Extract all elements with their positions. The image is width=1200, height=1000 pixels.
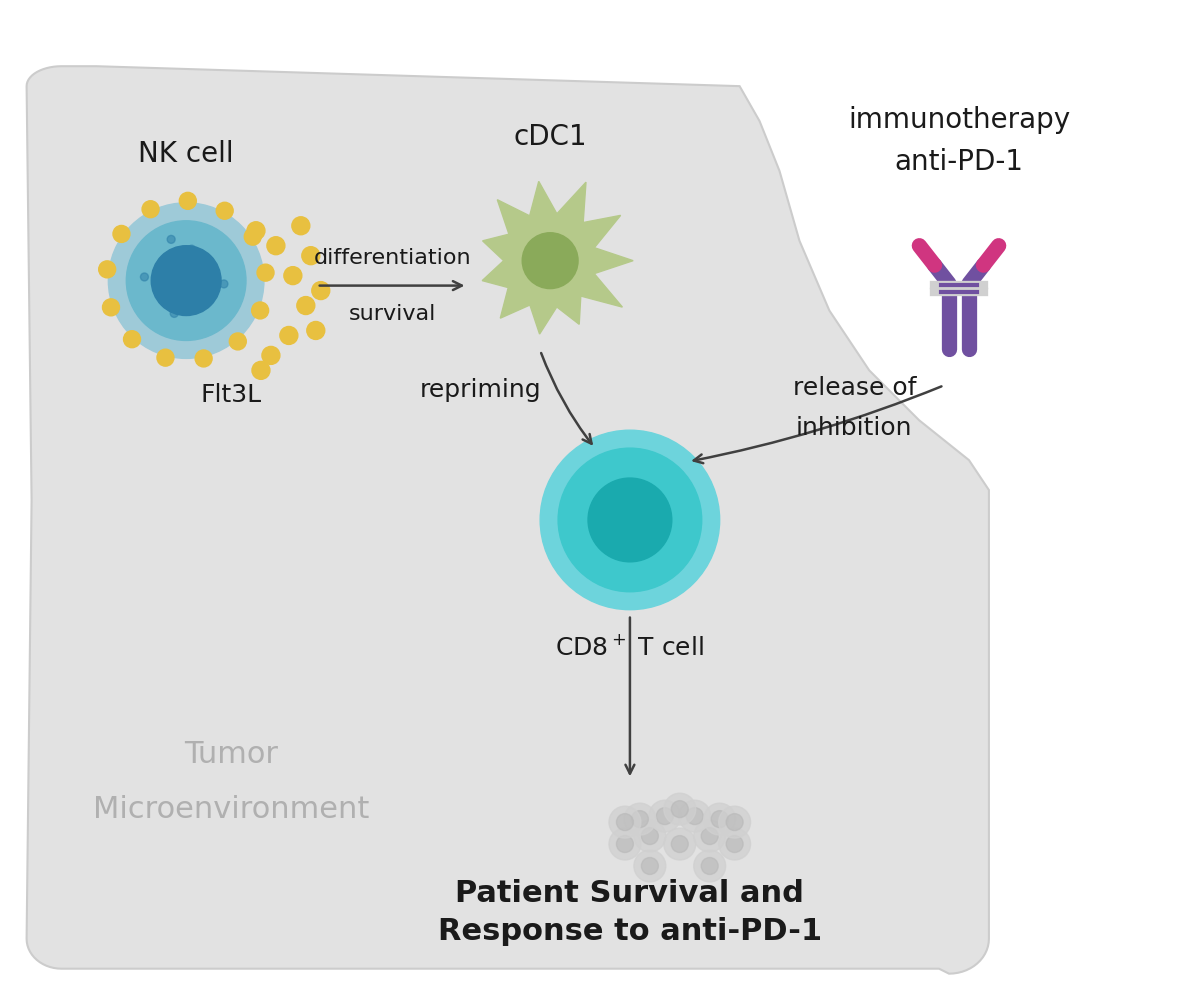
Circle shape — [126, 221, 246, 340]
Circle shape — [167, 235, 175, 243]
Circle shape — [641, 858, 659, 874]
Polygon shape — [482, 181, 634, 334]
Circle shape — [312, 282, 330, 300]
Circle shape — [161, 259, 169, 267]
Circle shape — [102, 299, 120, 316]
Text: Flt3L: Flt3L — [200, 383, 262, 407]
Circle shape — [641, 828, 659, 845]
Circle shape — [608, 806, 641, 838]
Circle shape — [634, 820, 666, 852]
Circle shape — [220, 280, 228, 288]
Circle shape — [540, 430, 720, 610]
Circle shape — [157, 349, 174, 366]
Circle shape — [703, 803, 736, 835]
Text: Microenvironment: Microenvironment — [92, 795, 370, 824]
Circle shape — [671, 801, 689, 818]
Text: survival: survival — [348, 304, 436, 324]
Circle shape — [158, 285, 167, 293]
Circle shape — [631, 811, 648, 828]
Text: release of: release of — [792, 376, 916, 400]
Circle shape — [558, 448, 702, 592]
Circle shape — [307, 321, 325, 339]
Circle shape — [151, 246, 221, 316]
Circle shape — [113, 225, 130, 242]
Text: Patient Survival and
Response to anti-PD-1: Patient Survival and Response to anti-PD… — [438, 879, 822, 946]
Circle shape — [671, 836, 689, 853]
Circle shape — [302, 247, 319, 265]
Text: anti-PD-1: anti-PD-1 — [894, 148, 1024, 176]
Circle shape — [292, 217, 310, 235]
Circle shape — [245, 228, 262, 245]
Circle shape — [187, 245, 196, 253]
Circle shape — [712, 811, 728, 828]
Circle shape — [142, 201, 160, 218]
Circle shape — [140, 273, 149, 281]
Text: cDC1: cDC1 — [514, 123, 587, 151]
Circle shape — [608, 828, 641, 860]
Circle shape — [664, 793, 696, 825]
Circle shape — [257, 264, 274, 281]
Circle shape — [588, 478, 672, 562]
Circle shape — [280, 326, 298, 344]
Circle shape — [229, 333, 246, 350]
Circle shape — [686, 808, 703, 825]
Text: inhibition: inhibition — [796, 416, 912, 440]
Circle shape — [98, 261, 115, 278]
Circle shape — [266, 237, 284, 255]
Circle shape — [719, 828, 750, 860]
Text: immunotherapy: immunotherapy — [848, 106, 1070, 134]
Circle shape — [634, 850, 666, 882]
Circle shape — [719, 806, 750, 838]
Text: differentiation: differentiation — [313, 248, 470, 268]
Polygon shape — [26, 66, 989, 974]
Circle shape — [679, 800, 710, 832]
Text: repriming: repriming — [420, 378, 541, 402]
Circle shape — [170, 309, 179, 317]
Circle shape — [726, 814, 743, 831]
Circle shape — [202, 266, 209, 274]
Circle shape — [694, 850, 726, 882]
Circle shape — [656, 808, 673, 825]
Circle shape — [296, 297, 314, 315]
Text: Tumor: Tumor — [184, 740, 278, 769]
Circle shape — [247, 222, 265, 240]
Circle shape — [124, 331, 140, 348]
Circle shape — [196, 350, 212, 367]
Circle shape — [617, 814, 634, 831]
Circle shape — [649, 800, 680, 832]
Circle shape — [617, 836, 634, 853]
Circle shape — [694, 820, 726, 852]
Circle shape — [262, 346, 280, 364]
Circle shape — [624, 803, 656, 835]
Circle shape — [284, 267, 302, 285]
Circle shape — [664, 828, 696, 860]
Circle shape — [701, 828, 718, 845]
Circle shape — [522, 233, 578, 289]
Circle shape — [252, 361, 270, 379]
Circle shape — [701, 858, 718, 874]
Text: NK cell: NK cell — [138, 140, 234, 168]
Circle shape — [216, 202, 233, 219]
Circle shape — [726, 836, 743, 853]
Circle shape — [179, 192, 197, 209]
Text: CD8$^+$ T cell: CD8$^+$ T cell — [556, 635, 704, 660]
Circle shape — [108, 203, 264, 358]
Circle shape — [194, 292, 203, 300]
Circle shape — [252, 302, 269, 319]
